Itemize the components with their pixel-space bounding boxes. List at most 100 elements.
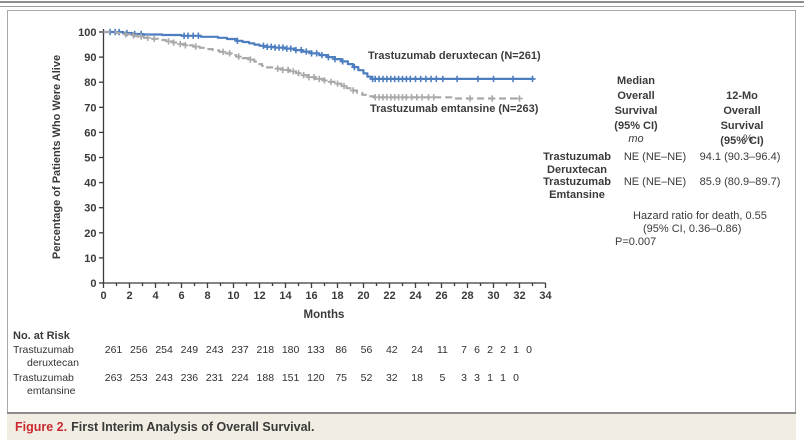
axes [99,29,547,288]
table-unit-percent: % [743,133,753,145]
at-risk-value: 11 [436,344,448,356]
at-risk-value: 1 [487,372,493,384]
table-header-median-os: Median Overall Survival (95% CI) [614,75,658,132]
svg-text:0: 0 [100,290,106,302]
at-risk-value: 254 [155,344,173,356]
svg-text:10: 10 [227,290,239,302]
svg-text:30: 30 [487,290,499,302]
hazard-ratio-line: Hazard ratio for death, 0.55 [633,210,767,222]
curve-label-deruxtecan: Trastuzumab deruxtecan (N=261) [368,50,541,62]
caption-text: First Interim Analysis of Overall Surviv… [71,420,315,434]
at-risk-value: 1 [513,344,519,356]
caption-bar: Figure 2. First Interim Analysis of Overa… [7,412,796,440]
at-risk-value: 237 [231,344,249,356]
at-risk-value: 0 [526,344,532,356]
svg-text:60: 60 [84,127,96,139]
svg-text:0: 0 [90,278,96,290]
at-risk-value: 2 [487,344,493,356]
at-risk-value: 3 [474,372,480,384]
at-risk-title: No. at Risk [13,330,70,342]
at-risk-value: 236 [180,372,199,384]
svg-text:34: 34 [539,290,552,302]
svg-text:28: 28 [461,290,473,302]
figure-caption: Figure 2. First Interim Analysis of Overa… [15,420,314,434]
table-rowlabel-emtansine: Trastuzumab Emtansine [543,176,611,201]
svg-text:12: 12 [253,290,265,302]
at-risk-value: 133 [307,344,325,356]
at-risk-value: 151 [281,372,300,384]
at-risk-value: 32 [385,372,398,384]
at-risk-value: 249 [180,344,199,356]
at-risk-value: 120 [307,372,325,384]
svg-text:2: 2 [126,290,132,302]
at-risk-value: 243 [155,372,173,384]
table-rowlabel-deruxtecan: Trastuzumab Deruxtecan [543,151,611,176]
svg-text:24: 24 [409,290,422,302]
y-axis-label: Percentage of Patients Who Were Alive [51,54,63,260]
table-value-12mo-emtansine: 85.9 (80.9–89.7) [699,176,781,188]
figure-box [7,10,796,440]
at-risk-value: 18 [411,372,423,384]
caption-label: Figure 2. [15,420,68,434]
svg-text:18: 18 [331,290,343,302]
hazard-ratio-block: Hazard ratio for death, 0.55 (95% CI, 0.… [615,210,767,248]
svg-text:16: 16 [305,290,317,302]
at-risk-value: 52 [360,372,373,384]
at-risk-value: 42 [385,344,398,356]
svg-text:4: 4 [152,290,159,302]
svg-text:70: 70 [84,102,96,114]
table-value-median-emtansine: NE (NE–NE) [623,176,687,188]
svg-text:32: 32 [513,290,525,302]
at-risk-value: 1 [500,372,506,384]
series-deruxtecan [103,28,536,83]
curve-label-emtansine: Trastuzumab emtansine (N=263) [370,103,539,115]
at-risk-rowlabel-emtansine-line1: Trastuzumab [13,372,74,384]
censor-marks [122,31,523,102]
at-risk-value: 261 [104,344,123,356]
svg-text:26: 26 [435,290,447,302]
at-risk-value: 56 [360,344,373,356]
svg-text:8: 8 [204,290,210,302]
svg-text:100: 100 [78,27,96,39]
at-risk-value: 75 [335,372,348,384]
at-risk-value: 253 [130,372,148,384]
svg-text:10: 10 [84,253,96,265]
svg-text:20: 20 [84,228,96,240]
table-header-12mo-os: 12-Mo Overall Survival (95% CI) [720,90,764,147]
top-double-rule [0,1,804,7]
hazard-ci-line: (95% CI, 0.36–0.86) [643,222,742,235]
at-risk-value: 6 [474,344,480,356]
at-risk-rowlabel-deruxtecan-line2: deruxtecan [27,357,79,369]
at-risk-value: 3 [461,372,467,384]
at-risk-value: 2 [500,344,506,356]
x-axis-label: Months [303,309,345,321]
svg-text:30: 30 [84,203,96,215]
table-unit-months: mo [628,133,644,145]
p-value-line: P=0.007 [615,235,657,248]
censor-marks [106,28,536,83]
at-risk-value: 5 [439,372,446,384]
svg-text:14: 14 [279,290,292,302]
at-risk-value: 263 [104,372,123,384]
svg-text:22: 22 [383,290,395,302]
svg-text:40: 40 [84,178,96,190]
at-risk-value: 188 [256,372,275,384]
svg-text:50: 50 [84,153,96,165]
table-value-median-deruxtecan: NE (NE–NE) [623,151,687,163]
series-emtansine [103,30,523,102]
at-risk-rowlabel-deruxtecan-line1: Trastuzumab [13,344,74,356]
at-risk-value: 86 [335,344,348,356]
at-risk-value: 7 [461,344,467,356]
at-risk-value: 180 [281,344,300,356]
at-risk-value: 24 [411,344,423,356]
at-risk-value: 231 [205,372,224,384]
at-risk-rowlabel-emtansine-line2: emtansine [27,385,76,397]
svg-text:6: 6 [178,290,184,302]
at-risk-value: 218 [256,344,275,356]
at-risk-value: 256 [130,344,148,356]
svg-text:90: 90 [84,52,96,64]
svg-text:80: 80 [84,77,96,89]
at-risk-value: 0 [513,372,519,384]
